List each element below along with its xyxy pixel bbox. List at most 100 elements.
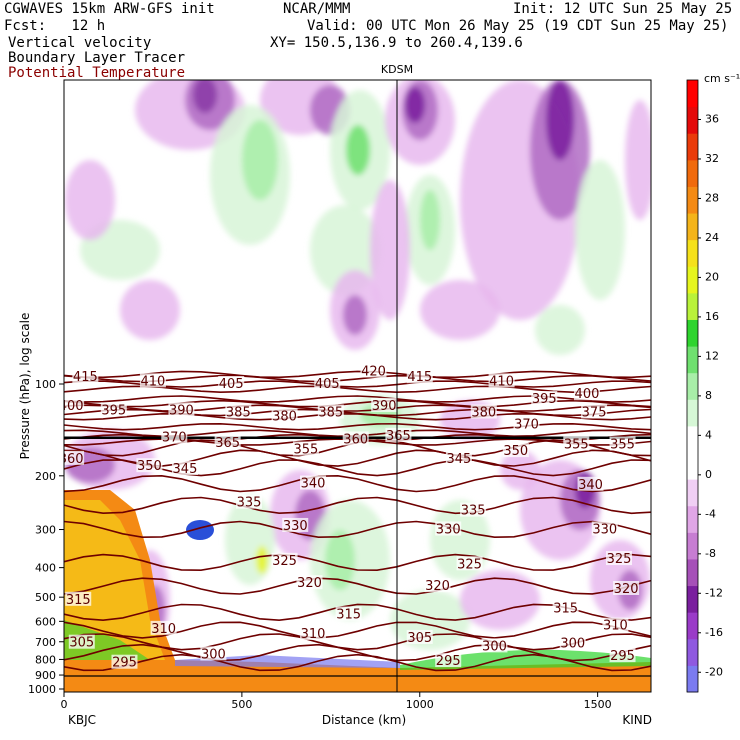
y-tick-label: 400 xyxy=(35,562,56,575)
colorbar-swatch xyxy=(687,266,698,294)
colorbar-unit: cm s⁻¹ xyxy=(704,72,740,85)
theta-label: 305 xyxy=(69,636,94,651)
colorbar-swatch xyxy=(687,239,698,267)
colorbar-swatch xyxy=(687,292,698,320)
colorbar: -20 -16 -12 -8 -4 0 4 8 12 16 20 24 28 32 36 xyxy=(686,79,723,693)
theta-label: 295 xyxy=(610,649,635,664)
theta-label: 335 xyxy=(461,504,486,519)
theta-label: 400 xyxy=(575,387,600,402)
theta-label: 410 xyxy=(141,374,166,389)
theta-contour-320 xyxy=(64,577,651,595)
theta-label: 355 xyxy=(564,438,589,453)
y-tick-label: 600 xyxy=(35,615,56,628)
x-tick-label: 0 xyxy=(61,698,68,711)
theta-label: 300 xyxy=(482,639,507,654)
colorbar-tick-label: 20 xyxy=(705,270,719,283)
theta-label: 320 xyxy=(425,579,450,594)
colorbar-swatch xyxy=(687,558,698,587)
theta-label: 345 xyxy=(173,462,198,477)
init-time: Init: 12 UTC Sun 25 May 25 xyxy=(513,1,733,17)
y-tick-label: 100 xyxy=(35,378,56,391)
x-axis: 0 500 1000 1500 xyxy=(61,692,612,711)
colorbar-tick-label: 12 xyxy=(705,349,719,362)
theta-contour-375 xyxy=(64,422,651,431)
theta-label: 390 xyxy=(372,399,397,414)
theta-label: 405 xyxy=(315,377,340,392)
y-tick-label: 1000 xyxy=(28,683,56,696)
colorbar-tick-label: 4 xyxy=(705,428,712,441)
theta-label: 385 xyxy=(226,405,251,420)
theta-label: 415 xyxy=(407,370,432,385)
y-tick-label: 800 xyxy=(35,653,56,666)
colorbar-swatch xyxy=(687,319,698,347)
theta-label: 310 xyxy=(301,627,326,642)
theta-contour-390 xyxy=(64,404,651,412)
theta-contour-420 xyxy=(64,370,651,379)
x-tick-label: 500 xyxy=(231,698,252,711)
x-endpoint-left: KBJC xyxy=(68,713,96,727)
y-tick-label: 200 xyxy=(35,470,56,483)
colorbar-tick-label: 0 xyxy=(705,468,712,481)
colorbar-tick-label: -4 xyxy=(705,507,716,520)
colorbar-swatch xyxy=(687,346,698,374)
theta-label: 385 xyxy=(318,405,343,420)
colorbar-swatch xyxy=(687,186,698,214)
x-endpoint-right: KIND xyxy=(622,713,652,727)
theta-label: 395 xyxy=(532,392,557,407)
theta-label: 310 xyxy=(151,622,176,637)
vertical-velocity-field xyxy=(64,80,651,692)
colorbar-tick-label: -20 xyxy=(705,665,723,678)
colorbar-swatch xyxy=(687,665,698,693)
colorbar-swatch xyxy=(687,80,698,108)
theta-contour-305 xyxy=(64,633,651,651)
theta-label: 340 xyxy=(301,477,326,492)
y-tick-label: 700 xyxy=(35,636,56,649)
theta-label: 350 xyxy=(503,444,528,459)
colorbar-swatch xyxy=(687,585,698,613)
theta-label: 295 xyxy=(436,654,461,669)
colorbar-swatch xyxy=(687,452,698,480)
colorbar-swatch xyxy=(687,505,698,533)
theta-label: 360 xyxy=(343,432,368,447)
colorbar-swatch xyxy=(687,213,698,241)
theta-label: 370 xyxy=(514,418,539,433)
colorbar-swatch xyxy=(687,425,698,454)
colorbar-swatch xyxy=(687,133,698,161)
x-tick-label: 1000 xyxy=(406,698,434,711)
theta-label: 315 xyxy=(336,608,361,623)
cross-section-coordinates: XY= 150.5,136.9 to 260.4,139.6 xyxy=(270,35,523,51)
theta-label: 320 xyxy=(614,582,639,597)
colorbar-swatch xyxy=(687,372,698,400)
colorbar-tick-label: 16 xyxy=(705,310,719,323)
theta-label: 330 xyxy=(592,523,617,538)
theta-label: 375 xyxy=(582,405,607,420)
colorbar-tick-label: 28 xyxy=(705,191,719,204)
theta-contour-335 xyxy=(64,496,651,515)
theta-label: 405 xyxy=(219,377,244,392)
theta-label: 380 xyxy=(272,410,297,425)
colorbar-swatch xyxy=(687,106,698,134)
colorbar-tick-label: 24 xyxy=(705,231,719,244)
colorbar-tick-label: -12 xyxy=(705,586,723,599)
x-axis-label: Distance (km) xyxy=(322,713,406,727)
theta-label: 365 xyxy=(215,436,240,451)
theta-label: 360 xyxy=(59,452,84,467)
theta-label: 415 xyxy=(73,370,98,385)
theta-label: 320 xyxy=(297,576,322,591)
colorbar-tick-label: -16 xyxy=(705,626,723,639)
colorbar-tick-label: 32 xyxy=(705,152,719,165)
theta-label: 330 xyxy=(283,519,308,534)
theta-labels: 415 410 405 405 420 415 410 400 400 395 390 385 380 3… xyxy=(59,363,640,671)
theta-label: 365 xyxy=(386,429,411,444)
field-vertical-velocity: Vertical velocity xyxy=(8,35,152,51)
theta-label: 345 xyxy=(446,452,471,467)
colorbar-swatch xyxy=(687,399,698,427)
theta-label: 300 xyxy=(560,637,585,652)
theta-label: 310 xyxy=(603,619,628,634)
theta-label: 370 xyxy=(162,431,187,446)
y-tick-label: 500 xyxy=(35,591,56,604)
theta-label: 355 xyxy=(610,438,635,453)
theta-label: 350 xyxy=(137,459,162,474)
theta-label: 390 xyxy=(169,403,194,418)
